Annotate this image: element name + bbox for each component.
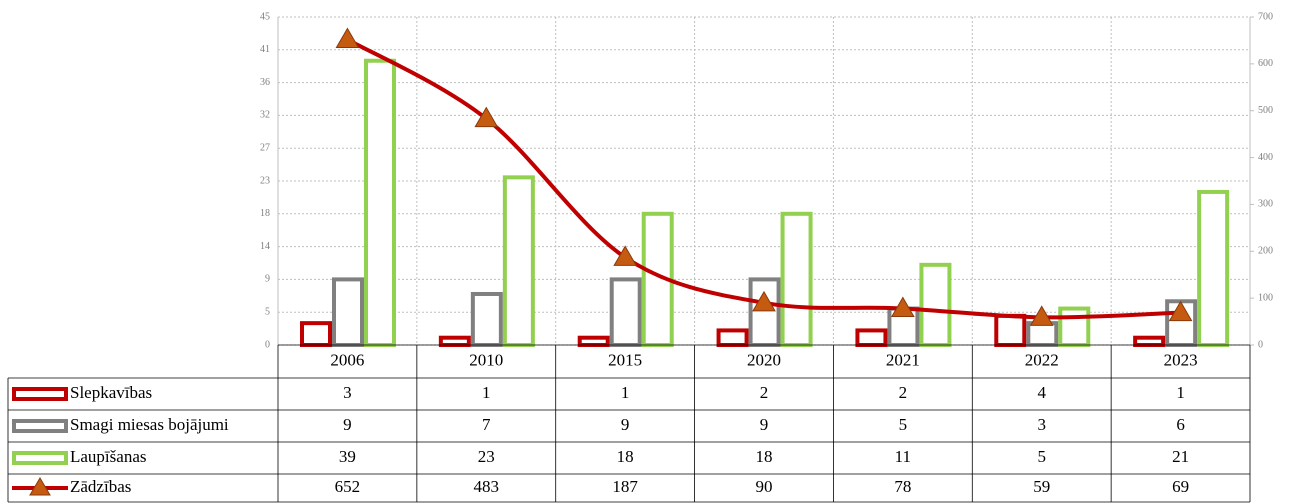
y-tick-label: 23 <box>260 175 270 186</box>
line <box>346 37 1181 320</box>
legend-marker <box>29 477 51 496</box>
bar <box>470 291 503 348</box>
table-value: 11 <box>895 447 911 466</box>
bar <box>609 277 642 347</box>
line-marker <box>752 290 776 312</box>
line-marker <box>474 106 499 128</box>
table-value: 59 <box>1033 477 1050 496</box>
bar <box>1197 189 1230 347</box>
table-value: 652 <box>335 477 361 496</box>
legend-label: Smagi miesas bojājumi <box>70 415 229 434</box>
table-value: 18 <box>617 447 634 466</box>
y-tick-label: 27 <box>260 142 270 153</box>
legend-swatch <box>12 451 68 465</box>
line-marker <box>1168 300 1193 322</box>
y2-tick-label: 500 <box>1258 105 1273 116</box>
table-value: 9 <box>760 415 769 434</box>
table-value: 483 <box>474 477 500 496</box>
table-value: 21 <box>1172 447 1189 466</box>
table-value: 90 <box>756 477 773 496</box>
legend-swatch <box>12 387 68 401</box>
bar <box>1026 321 1059 347</box>
bar <box>300 321 332 347</box>
table-value: 78 <box>894 477 911 496</box>
bar <box>332 277 364 347</box>
table-value: 3 <box>1037 415 1046 434</box>
legend-swatch <box>12 419 68 433</box>
table-value: 9 <box>621 415 630 434</box>
bar <box>780 211 813 347</box>
table-value: 5 <box>899 415 908 434</box>
bar <box>1058 306 1091 347</box>
legend-label: Slepkavības <box>70 383 152 402</box>
table-value: 2 <box>899 383 908 402</box>
table-value: 69 <box>1172 477 1189 496</box>
y-tick-label: 9 <box>265 274 270 285</box>
bar <box>919 262 952 348</box>
bar <box>438 335 471 348</box>
legend-label: Laupīšanas <box>70 447 146 466</box>
y2-tick-label: 200 <box>1258 246 1273 257</box>
bar <box>748 277 781 347</box>
x-tick-label: 2022 <box>1025 350 1059 369</box>
table-value: 1 <box>1176 383 1185 402</box>
table-value: 5 <box>1037 447 1046 466</box>
table-value: 187 <box>612 477 638 496</box>
y2-tick-label: 0 <box>1258 339 1263 350</box>
x-tick-label: 2021 <box>886 350 920 369</box>
table-value: 9 <box>343 415 352 434</box>
bar <box>716 328 749 347</box>
bar <box>577 335 610 348</box>
line-marker <box>890 296 915 317</box>
bar <box>364 58 396 347</box>
y-tick-label: 14 <box>260 241 270 252</box>
bar <box>994 313 1027 348</box>
line-marker <box>613 245 638 266</box>
table-value: 2 <box>760 383 769 402</box>
legend-label: Zādzības <box>70 477 131 496</box>
table-value: 6 <box>1176 415 1185 434</box>
y2-tick-label: 600 <box>1258 58 1273 69</box>
table-value: 23 <box>478 447 495 466</box>
table-value: 4 <box>1037 383 1046 402</box>
y-tick-label: 5 <box>265 306 270 317</box>
x-tick-label: 2006 <box>330 350 364 369</box>
y2-tick-label: 400 <box>1258 152 1273 163</box>
x-tick-label: 2010 <box>469 350 503 369</box>
y-tick-label: 18 <box>260 208 270 219</box>
y-tick-label: 32 <box>260 110 270 121</box>
bar <box>1133 335 1166 348</box>
table-value: 1 <box>482 383 491 402</box>
y2-tick-label: 700 <box>1258 11 1273 22</box>
x-tick-label: 2023 <box>1164 350 1198 369</box>
y2-tick-label: 300 <box>1258 199 1273 210</box>
bar <box>502 175 535 347</box>
y2-tick-label: 100 <box>1258 292 1273 303</box>
bar <box>855 328 888 347</box>
table-value: 7 <box>482 415 491 434</box>
table-value: 1 <box>621 383 630 402</box>
y-tick-label: 45 <box>260 11 270 22</box>
x-tick-label: 2020 <box>747 350 781 369</box>
table-value: 18 <box>756 447 773 466</box>
y-tick-label: 0 <box>265 339 270 350</box>
y-tick-label: 41 <box>260 44 270 55</box>
x-tick-label: 2015 <box>608 350 642 369</box>
table-value: 3 <box>343 383 352 402</box>
line-marker <box>1029 305 1054 326</box>
line-marker <box>335 27 360 48</box>
y-tick-label: 36 <box>260 77 270 88</box>
table-value: 39 <box>339 447 356 466</box>
